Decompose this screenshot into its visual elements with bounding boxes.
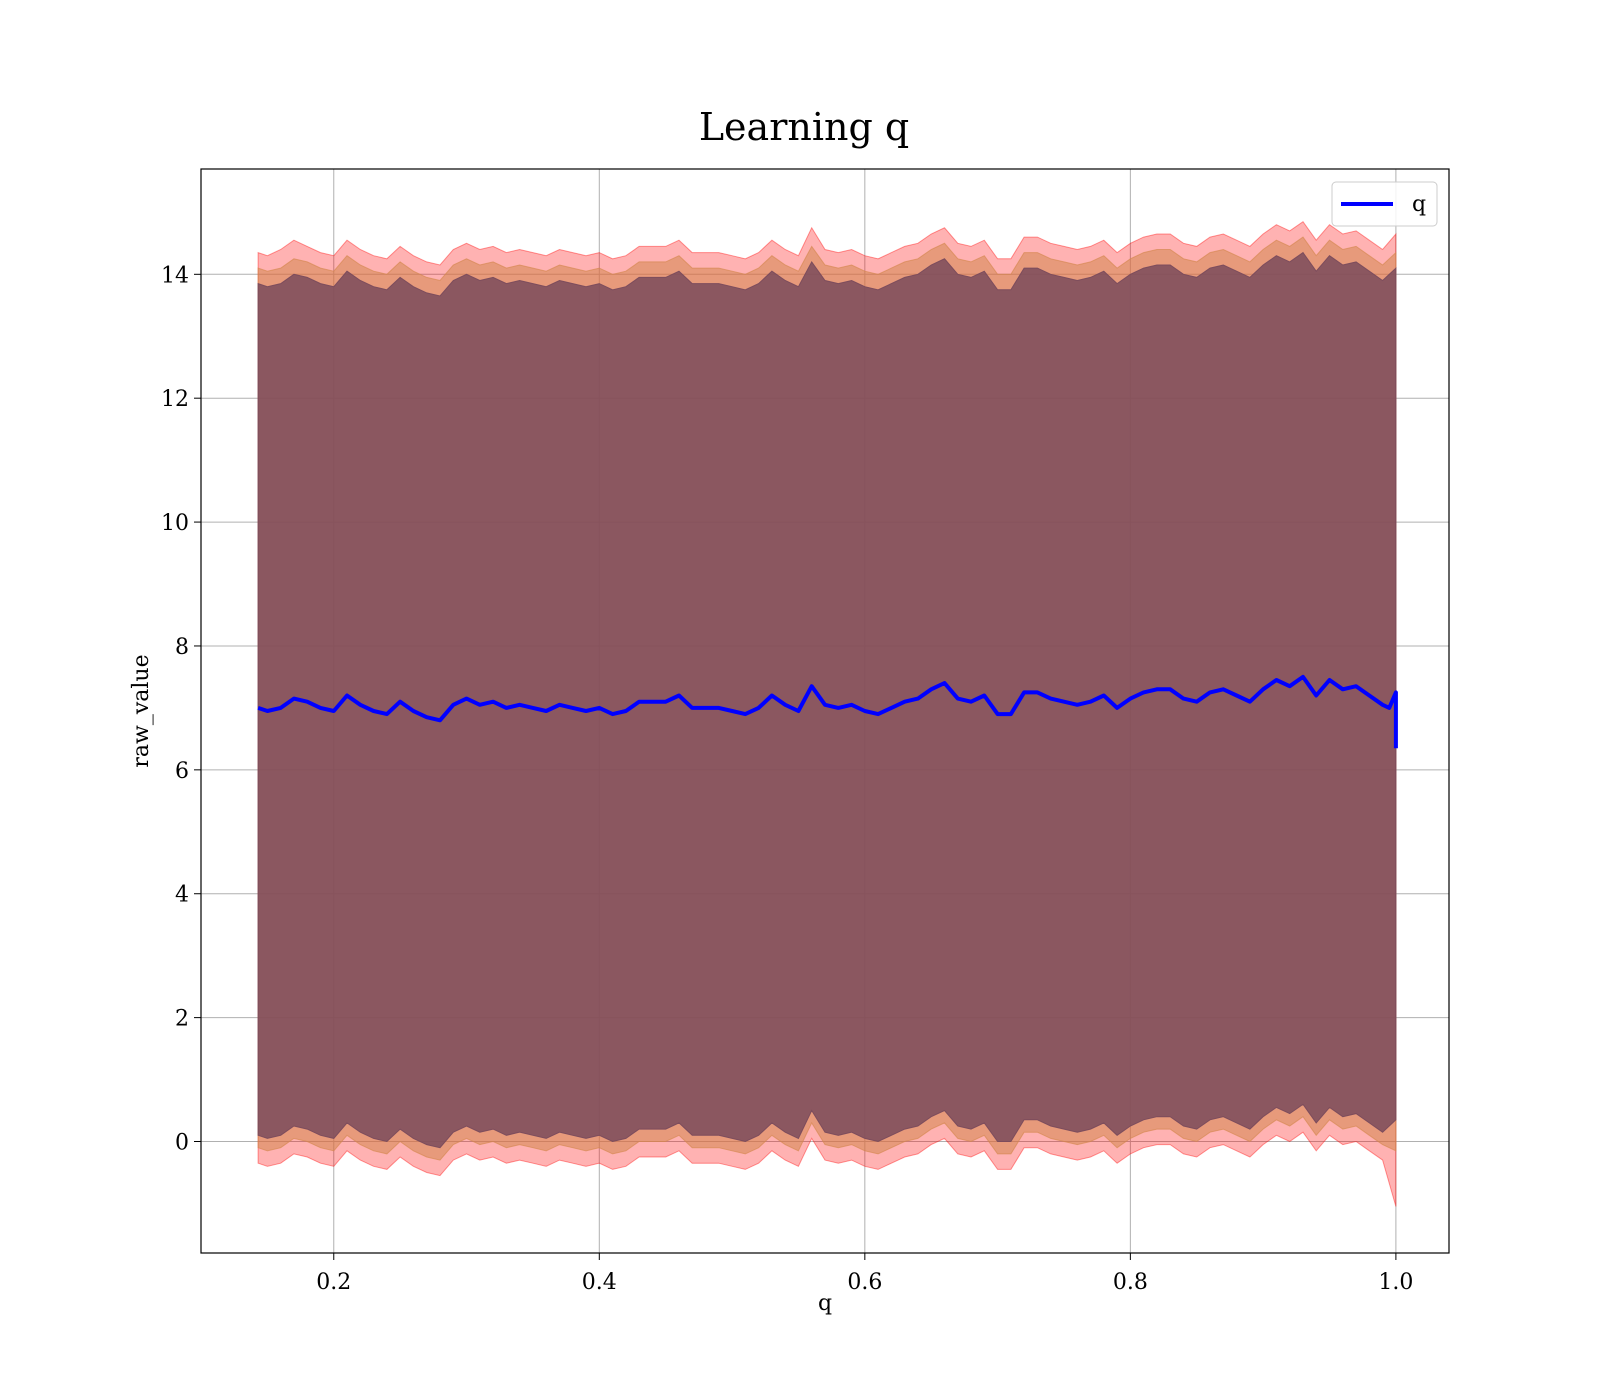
series-line-q bbox=[257, 674, 1398, 749]
x-tick-label: 0.6 bbox=[847, 1270, 882, 1295]
y-tick-label: 6 bbox=[175, 759, 189, 784]
x-tick-label: 0.8 bbox=[1113, 1270, 1148, 1295]
confidence-bands bbox=[257, 221, 1397, 1207]
y-axis-title: raw_value bbox=[129, 654, 154, 767]
chart-title: Learning q bbox=[699, 105, 909, 149]
y-tick-label: 2 bbox=[175, 1007, 189, 1032]
x-tick-label: 0.2 bbox=[316, 1270, 351, 1295]
y-tick-label: 14 bbox=[161, 263, 189, 288]
x-tick-label: 0.4 bbox=[582, 1270, 617, 1295]
legend-label-q: q bbox=[1412, 192, 1426, 217]
x-tick-label: 1.0 bbox=[1378, 1270, 1413, 1295]
y-tick-label: 0 bbox=[175, 1131, 189, 1156]
x-axis-title: q bbox=[818, 1291, 832, 1316]
y-tick-label: 8 bbox=[175, 635, 189, 660]
band-2 bbox=[257, 251, 1397, 1149]
y-tick-label: 10 bbox=[161, 511, 189, 536]
y-axis-ticks: 0 2 4 6 8 10 12 14 bbox=[161, 263, 201, 1156]
legend: q bbox=[1331, 181, 1438, 227]
y-tick-label: 12 bbox=[161, 387, 189, 412]
plot-frame bbox=[200, 168, 1450, 1254]
series-lines bbox=[257, 674, 1398, 749]
y-tick-label: 4 bbox=[175, 883, 189, 908]
x-axis-ticks: 0.2 0.4 0.6 0.8 1.0 bbox=[316, 1253, 1413, 1295]
